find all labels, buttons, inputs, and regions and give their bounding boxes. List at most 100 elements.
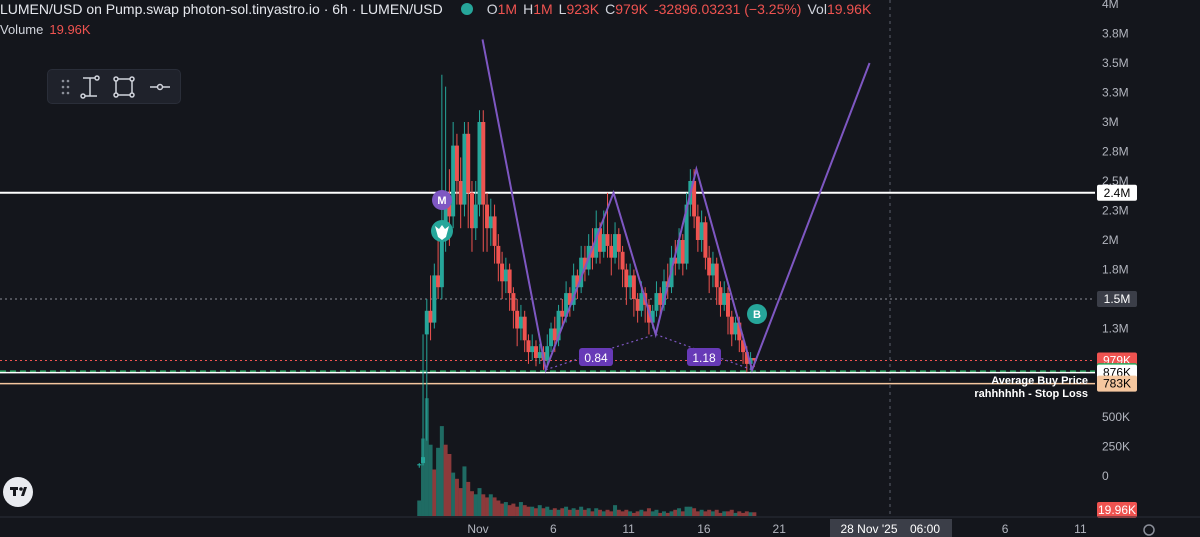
x-tick-label: 21: [773, 522, 787, 536]
price-tag-box[interactable]: [1097, 184, 1137, 201]
x-tick-label: 28 Nov '25: [841, 522, 898, 536]
volume-tag-label: 19.96K: [1098, 503, 1136, 517]
volume-bar: [488, 494, 493, 516]
y-tick-label: 3.3M: [1102, 86, 1129, 100]
y-tick-label: 1.3M: [1102, 322, 1129, 336]
volume-bar: [729, 509, 734, 516]
volume-bar: [688, 506, 693, 516]
volume-bar: [511, 503, 516, 516]
levels-layer: [0, 191, 1095, 385]
volume-bar: [503, 502, 508, 516]
marker-b-label: B: [753, 309, 761, 321]
candle-body: [752, 358, 757, 361]
wolf-logo-icon: [435, 225, 449, 240]
volume-bar: [710, 511, 715, 516]
drag-handle-icon[interactable]: [53, 74, 79, 100]
rectangle-icon[interactable]: [111, 74, 137, 100]
volume-bar: [654, 509, 659, 516]
candle-body: [594, 228, 599, 258]
y-tick-label: 3.8M: [1102, 27, 1129, 41]
volume-bar: [680, 511, 685, 516]
tradingview-logo-icon[interactable]: [3, 477, 33, 507]
volume-bar: [635, 511, 640, 516]
price-tag-box[interactable]: [1097, 291, 1137, 307]
volume-bar: [718, 512, 723, 516]
y-tick-label: 4M: [1102, 0, 1119, 11]
pattern-layer: 0.84 1.18: [481, 39, 871, 374]
volume-bar: [748, 512, 753, 516]
candle-body: [628, 275, 633, 288]
volume-tag-box[interactable]: [1097, 502, 1137, 518]
volume-bar: [507, 505, 512, 516]
y-tick-label: 3.5M: [1102, 56, 1129, 70]
candle-body: [533, 346, 538, 358]
x-tick-label: Nov: [467, 522, 488, 536]
volume-bar: [462, 466, 467, 516]
candle-body: [552, 328, 557, 341]
candle-body: [469, 192, 474, 229]
candle-body: [560, 310, 565, 317]
candle-body: [613, 234, 618, 258]
volume-bar: [631, 512, 636, 516]
volume-bar: [424, 398, 429, 516]
volume-bar: [714, 509, 719, 516]
volume-value: 19.96K: [49, 22, 91, 37]
candle-body: [458, 181, 463, 205]
candle-body: [650, 310, 655, 323]
candle-body: [692, 181, 697, 217]
candle-body: [567, 293, 572, 305]
marker-b-circle[interactable]: [747, 304, 767, 324]
volume-bar: [533, 508, 538, 516]
candle-body: [620, 251, 625, 270]
volume-bar: [454, 478, 459, 516]
price-tag-label: 2.4M: [1104, 186, 1131, 200]
price-tag-box[interactable]: [1097, 375, 1137, 392]
volume-bar: [500, 503, 505, 516]
candle-body: [635, 299, 640, 311]
candle-body: [473, 204, 478, 229]
candle-body: [597, 228, 602, 252]
volume-bar: [613, 505, 618, 516]
volume-bar: [492, 497, 497, 516]
candle-body: [695, 216, 700, 240]
settings-gear-icon[interactable]: [1143, 524, 1155, 536]
volume-bar: [586, 508, 591, 516]
candle-body: [624, 269, 629, 288]
y-tick-label: 500K: [1102, 410, 1130, 424]
volume-bar: [545, 506, 550, 516]
visibility-eye-icon[interactable]: [460, 3, 473, 15]
symbol-title: LUMEN/USD on Pump.swap photon-sol.tinyas…: [0, 1, 443, 17]
y-tick-label: 2M: [1102, 233, 1119, 247]
volume-bar: [692, 508, 697, 516]
candles-layer: [417, 74, 757, 468]
candle-body: [661, 281, 666, 305]
y-tick-label: 3M: [1102, 115, 1119, 129]
volume-bar: [579, 506, 584, 516]
candle-body: [481, 122, 486, 205]
y-tick-label: 1.8M: [1102, 263, 1129, 277]
vol-value: 19.96K: [826, 1, 872, 17]
volume-bar: [725, 511, 730, 516]
volume-bar: [443, 444, 448, 516]
measure-icon[interactable]: [77, 74, 103, 100]
candle-body: [729, 316, 734, 335]
volume-bar: [575, 509, 580, 516]
volume-bar: [661, 511, 666, 516]
volume-bar: [597, 509, 602, 516]
horizontal-line-icon[interactable]: [147, 74, 173, 100]
volume-bar: [650, 511, 655, 516]
marker-m-circle[interactable]: [432, 190, 452, 210]
candle-body: [575, 275, 580, 288]
candle-body: [417, 464, 422, 466]
candle-body: [451, 145, 456, 217]
volume-bar: [658, 512, 663, 516]
volume-bar: [541, 508, 546, 516]
candle-body: [579, 257, 584, 288]
candle-body: [733, 322, 738, 335]
candle-body: [526, 340, 531, 353]
volume-bar: [526, 506, 531, 516]
pattern-zigzag-line[interactable]: [481, 39, 871, 374]
volume-bar: [496, 500, 501, 516]
